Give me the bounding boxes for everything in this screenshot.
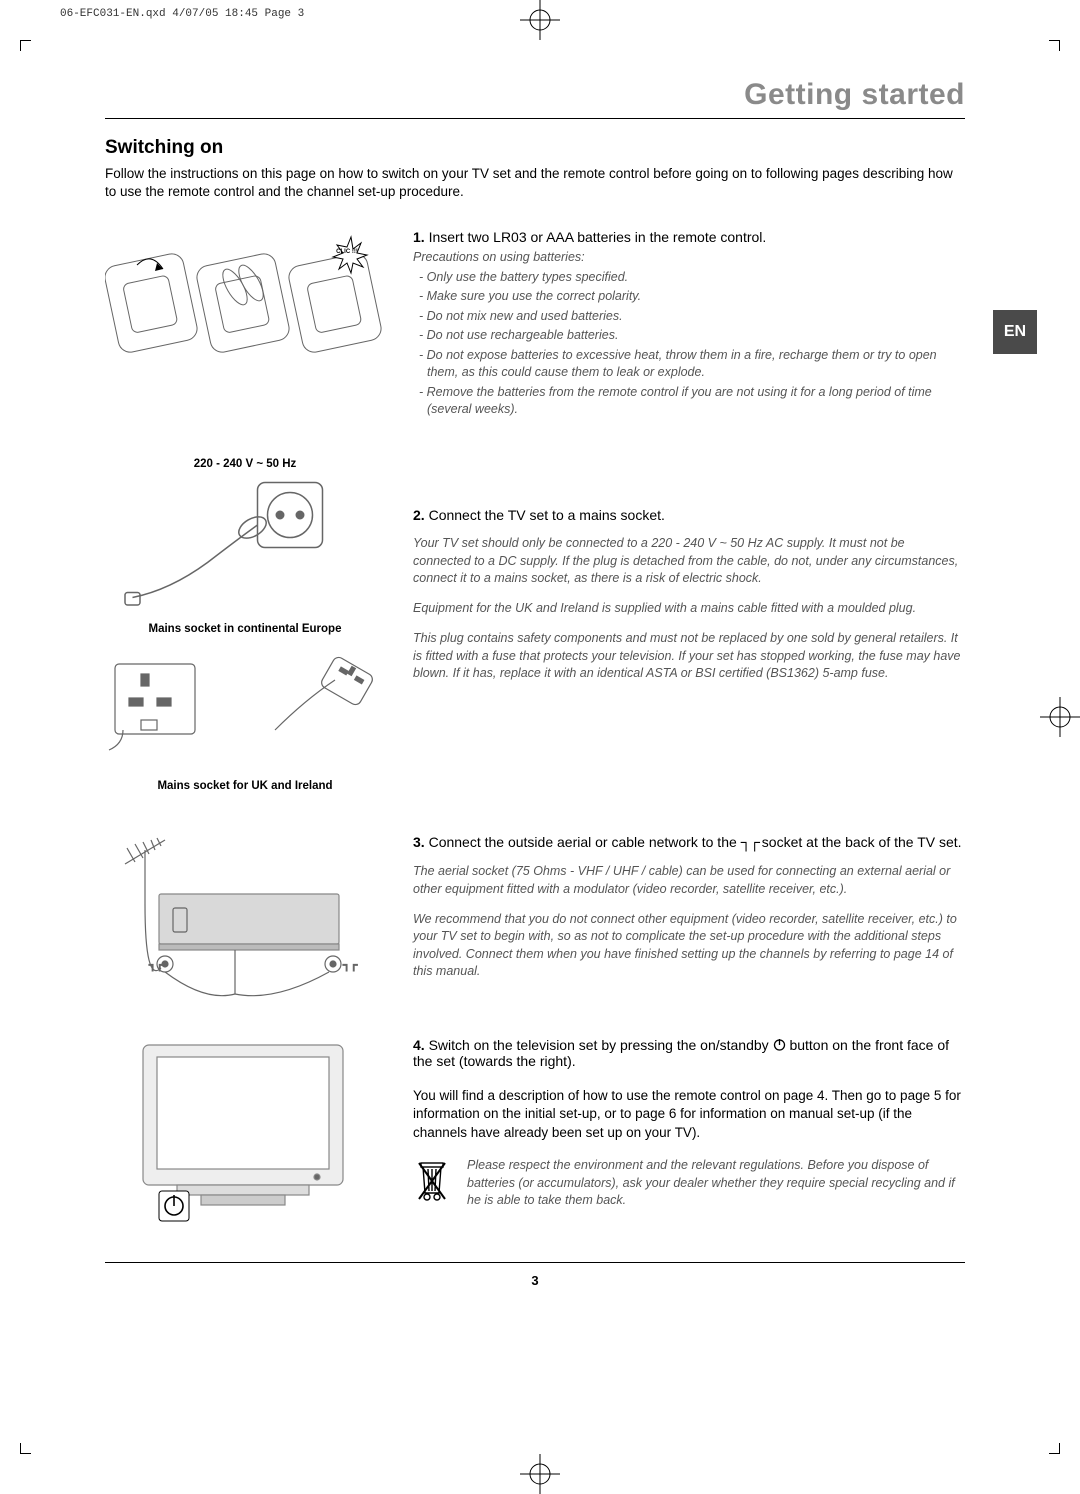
step-4-text: 4. Switch on the television set by press…	[413, 1037, 965, 1230]
step-2-para2: Equipment for the UK and Ireland is supp…	[413, 600, 965, 618]
page-content: Getting started EN Switching on Follow t…	[105, 70, 965, 1414]
step-3-num: 3.	[413, 834, 425, 850]
intro-paragraph: Follow the instructions on this page on …	[105, 165, 965, 201]
page-number: 3	[105, 1273, 965, 1288]
registration-mark-top	[520, 0, 560, 40]
environment-note: Please respect the environment and the r…	[413, 1157, 965, 1210]
environment-text: Please respect the environment and the r…	[467, 1157, 965, 1210]
section-title: Switching on	[105, 137, 965, 159]
precaution-item: Do not expose batteries to excessive hea…	[419, 347, 965, 382]
step-2-figure: 220 - 240 V ~ 50 Hz Mains socket in cont…	[105, 451, 385, 794]
step-4-row: 4. Switch on the television set by press…	[105, 1037, 965, 1230]
step-2-title: 2. Connect the TV set to a mains socket.	[413, 507, 965, 523]
step-2-para1: Your TV set should only be connected to …	[413, 535, 965, 588]
precautions-list: Only use the battery types specified. Ma…	[413, 269, 965, 419]
crop-mark-tl	[20, 40, 31, 51]
registration-mark-bottom	[520, 1454, 560, 1494]
step-2-title-text: Connect the TV set to a mains socket.	[429, 507, 665, 523]
precaution-item: Do not mix new and used batteries.	[419, 308, 965, 326]
step-1-precautions: Precautions on using batteries: Only use…	[413, 249, 965, 419]
uk-socket-illustration	[105, 650, 385, 770]
registration-mark-right	[1040, 697, 1080, 737]
step-1-title: 1. Insert two LR03 or AAA batteries in t…	[413, 229, 965, 245]
step-3-figure: ┐┌ ┐┌	[105, 834, 385, 1007]
step-3-row: ┐┌ ┐┌ 3. Connect the outside aerial or c…	[105, 834, 965, 1007]
step-4-figure	[105, 1037, 385, 1230]
eu-socket-illustration	[120, 475, 370, 613]
svg-text:CLIC !!!: CLIC !!!	[336, 249, 358, 255]
precautions-header: Precautions on using batteries:	[413, 249, 965, 267]
step-4-title-a: Switch on the television set by pressing…	[429, 1037, 773, 1053]
precaution-item: Make sure you use the correct polarity.	[419, 288, 965, 306]
language-tab: EN	[993, 310, 1037, 354]
power-icon	[773, 1038, 786, 1051]
footer-divider	[105, 1262, 965, 1263]
page-title: Getting started	[105, 78, 965, 112]
step-2-num: 2.	[413, 507, 425, 523]
step-4-title: 4. Switch on the television set by press…	[413, 1037, 965, 1069]
step-3-para2: We recommend that you do not connect oth…	[413, 911, 965, 981]
step-1-figure: CLIC !!!	[105, 229, 385, 421]
step-4-num: 4.	[413, 1037, 425, 1053]
precaution-item: Remove the batteries from the remote con…	[419, 384, 965, 419]
uk-caption: Mains socket for UK and Ireland	[105, 779, 385, 793]
step-1-row: CLIC !!! 1. Insert two LR03 or AAA batte…	[105, 229, 965, 421]
clic-burst: CLIC !!!	[333, 237, 367, 273]
antenna-icon: ┐┌	[741, 834, 758, 851]
step-3-text: 3. Connect the outside aerial or cable n…	[413, 834, 965, 1007]
print-header: 06-EFC031-EN.qxd 4/07/05 18:45 Page 3	[60, 8, 304, 20]
step-3-title: 3. Connect the outside aerial or cable n…	[413, 834, 965, 851]
step-3-para1: The aerial socket (75 Ohms - VHF / UHF /…	[413, 863, 965, 898]
step-1-text: 1. Insert two LR03 or AAA batteries in t…	[413, 229, 965, 421]
precaution-item: Only use the battery types specified.	[419, 269, 965, 287]
step-1-num: 1.	[413, 229, 425, 245]
crop-mark-br	[1049, 1443, 1060, 1454]
voltage-label: 220 - 240 V ~ 50 Hz	[105, 457, 385, 471]
eu-caption: Mains socket in continental Europe	[105, 622, 385, 636]
precaution-item: Do not use rechargeable batteries.	[419, 327, 965, 345]
crop-mark-tr	[1049, 40, 1060, 51]
step-2-text: 2. Connect the TV set to a mains socket.…	[413, 451, 965, 794]
step-4-followup: You will find a description of how to us…	[413, 1087, 965, 1144]
remote-batteries-illustration: CLIC !!!	[105, 229, 385, 369]
step-1-title-text: Insert two LR03 or AAA batteries in the …	[429, 229, 767, 245]
crop-mark-bl	[20, 1443, 31, 1454]
step-2-row: 220 - 240 V ~ 50 Hz Mains socket in cont…	[105, 451, 965, 794]
aerial-illustration: ┐┌ ┐┌	[105, 834, 385, 1004]
svg-text:┐┌: ┐┌	[342, 960, 358, 971]
step-2-para3: This plug contains safety components and…	[413, 630, 965, 683]
tv-illustration	[105, 1037, 385, 1227]
weee-bin-icon	[413, 1157, 453, 1203]
title-divider	[105, 118, 965, 119]
step-3-title-a: Connect the outside aerial or cable netw…	[429, 834, 741, 850]
step-3-title-b: socket at the back of the TV set.	[758, 834, 962, 850]
